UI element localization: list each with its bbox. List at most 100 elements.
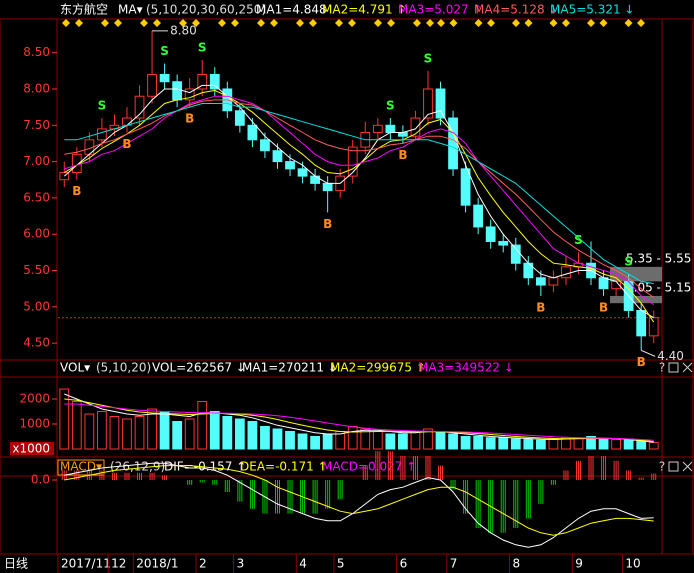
candle-body — [59, 171, 70, 181]
macd-value: MACD=0.027 ↑ — [322, 460, 416, 474]
event-diamond — [75, 19, 83, 27]
indicator-params: (5,10,20) — [96, 361, 151, 375]
candle-body — [473, 204, 484, 228]
low-pointer — [640, 349, 656, 357]
x-tick-label: 7 — [450, 557, 458, 571]
help-icon: ? — [659, 460, 665, 474]
indicator-params: (5,10,20,30,60,250) — [146, 3, 266, 17]
stock-name: 东方航空 — [60, 2, 108, 17]
buy-signal: B — [599, 300, 608, 314]
candle-body — [322, 182, 333, 192]
candle-body — [648, 317, 659, 337]
event-diamond — [192, 19, 200, 27]
x-tick-label: 9 — [575, 557, 583, 571]
volume-bar — [498, 437, 509, 450]
volume-bar — [586, 436, 596, 450]
candle-body — [297, 168, 308, 177]
volume-bar — [122, 418, 132, 450]
volume-bar — [97, 411, 107, 450]
y-tick-label: 4.50 — [23, 336, 50, 350]
price-band — [610, 295, 662, 304]
legend-entry: MA2=4.791 ↑ — [322, 3, 406, 17]
volume-bar — [310, 436, 320, 450]
ma-line — [64, 103, 654, 285]
sell-signal: S — [160, 44, 169, 58]
candle-body — [423, 88, 433, 119]
event-diamond — [114, 19, 122, 27]
sell-signal: S — [424, 51, 433, 65]
event-diamond — [140, 19, 148, 27]
candle-body — [561, 266, 571, 279]
event-diamond — [101, 19, 109, 27]
unit-box — [10, 442, 54, 455]
event-diamond — [437, 19, 445, 27]
legend-entry: DEA=-0.171 ↑ — [240, 460, 328, 474]
buy-signal: B — [637, 355, 646, 369]
sell-signal: S — [98, 99, 107, 113]
indicator-menu: MA▾ — [118, 3, 143, 17]
candle-body — [372, 124, 383, 134]
legend-entry: MA5=5.321 ↓ — [550, 3, 634, 17]
legend-entry: MA3=5.027 ↑ — [398, 3, 482, 17]
event-diamond — [487, 19, 495, 27]
y-tick-label: 5.00 — [23, 299, 50, 313]
legend-entry: MA3=349522 ↓ — [418, 361, 514, 375]
ma-line — [64, 95, 654, 306]
close-icon — [682, 362, 693, 373]
sell-signal: S — [198, 40, 207, 54]
y-tick-label: 8.50 — [23, 45, 50, 59]
volume-bar — [222, 416, 233, 450]
volume-bar — [260, 426, 270, 450]
volume-bar — [611, 439, 621, 450]
ma-line — [64, 403, 654, 441]
event-diamond — [624, 19, 633, 27]
volume-bar — [473, 436, 484, 450]
event-diamond — [62, 19, 70, 27]
candle-body — [460, 168, 471, 206]
ma-line — [63, 84, 654, 319]
x-tick-label: 2 — [199, 557, 207, 571]
indicator-menu: VOL▾ — [60, 361, 90, 375]
ma-line — [64, 89, 655, 323]
candle-body — [134, 95, 145, 119]
high-label: 8.80 — [170, 23, 197, 37]
volume-bar — [573, 437, 584, 450]
buy-signal: B — [185, 112, 194, 126]
candle-body — [498, 240, 509, 246]
x-tick-label: 10 — [625, 557, 640, 571]
x-tick-label: 6 — [400, 557, 408, 571]
candle-body — [172, 81, 183, 101]
candle-body — [448, 117, 458, 170]
volume-bar — [410, 431, 421, 450]
ma-line — [64, 465, 654, 536]
volume-bar — [322, 433, 333, 450]
volume-bar — [460, 436, 471, 450]
buy-signal: B — [323, 217, 332, 231]
candle-body — [535, 277, 546, 286]
close-icon — [682, 461, 693, 472]
x-tick-label: 5 — [337, 557, 345, 571]
candle-body — [485, 226, 496, 242]
y-tick-label: 2000 — [19, 392, 50, 406]
candle-body — [435, 88, 446, 119]
event-diamond — [231, 19, 239, 27]
event-diamond — [512, 19, 520, 27]
volume-bar — [535, 439, 546, 450]
period-label: 日线 — [4, 557, 28, 571]
legend-entry: MA1=4.848 — [256, 3, 327, 17]
sell-signal: S — [624, 255, 633, 269]
x-tick-label: 2017/11 — [61, 557, 111, 571]
event-diamond — [524, 19, 533, 27]
candle-body — [398, 132, 408, 137]
volume-value: VOL=262567 ↓ — [152, 361, 246, 375]
volume-bar — [285, 431, 295, 450]
candle-body — [260, 139, 270, 152]
candle-body — [184, 88, 195, 101]
volume-bar — [147, 408, 157, 450]
x-tick-label: 2018/1 — [136, 557, 178, 571]
event-diamond — [387, 19, 395, 27]
maximize-icon — [668, 461, 679, 472]
volume-bar — [71, 401, 82, 450]
